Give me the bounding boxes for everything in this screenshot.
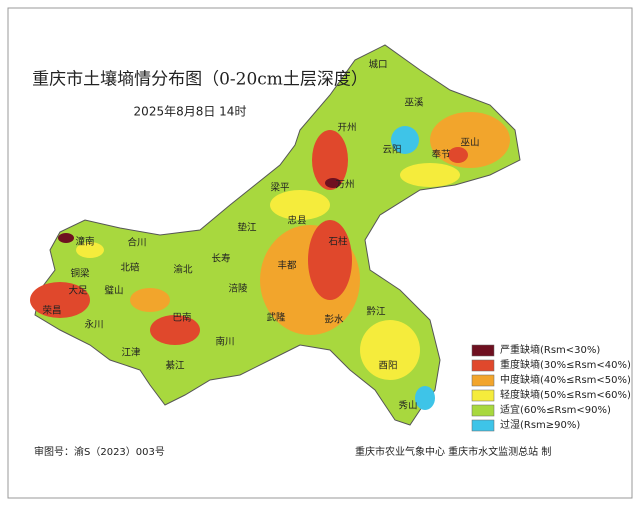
county-label: 永川 bbox=[84, 319, 103, 331]
legend-swatch bbox=[471, 359, 495, 372]
county-label: 垫江 bbox=[237, 222, 257, 234]
county-label: 大足 bbox=[68, 285, 88, 297]
county-label: 武隆 bbox=[266, 312, 286, 324]
county-label: 涪陵 bbox=[228, 283, 248, 295]
legend-swatch bbox=[471, 404, 495, 417]
county-label: 璧山 bbox=[104, 285, 123, 297]
county-label: 黔江 bbox=[366, 306, 386, 318]
legend-swatch bbox=[471, 374, 495, 387]
legend-label: 过湿(Rsm≥90%) bbox=[500, 418, 580, 431]
county-label: 北碚 bbox=[120, 262, 140, 274]
county-label: 城口 bbox=[368, 60, 387, 71]
county-label: 开州 bbox=[337, 123, 356, 134]
county-label: 合川 bbox=[127, 237, 146, 249]
county-label: 石柱 bbox=[328, 236, 348, 248]
county-label: 巫山 bbox=[460, 138, 479, 149]
county-label: 万州 bbox=[335, 180, 354, 191]
county-label: 秀山 bbox=[398, 400, 417, 412]
county-label: 铜梁 bbox=[70, 268, 90, 280]
legend-label: 适宜(60%≤Rsm<90%) bbox=[500, 403, 611, 416]
county-label: 彭水 bbox=[324, 314, 344, 326]
county-label: 江津 bbox=[121, 348, 141, 359]
county-label: 长寿 bbox=[211, 253, 230, 265]
legend-label: 重度缺墒(30%≤Rsm<40%) bbox=[500, 358, 631, 371]
legend-label: 中度缺墒(40%≤Rsm<50%) bbox=[500, 373, 631, 386]
producer: 重庆市农业气象中心 重庆市水文监测总站 制 bbox=[355, 445, 551, 458]
legend-swatch bbox=[471, 389, 495, 402]
legend-swatch bbox=[471, 419, 495, 432]
county-label: 巴南 bbox=[172, 312, 191, 324]
county-label: 綦江 bbox=[165, 360, 185, 372]
county-label: 南川 bbox=[215, 336, 234, 348]
county-label: 忠县 bbox=[287, 216, 306, 227]
county-label: 酉阳 bbox=[378, 361, 397, 372]
county-label: 巫溪 bbox=[404, 97, 424, 109]
county-label: 潼南 bbox=[75, 236, 94, 248]
county-label: 奉节 bbox=[431, 149, 450, 161]
legend-swatch bbox=[471, 344, 495, 357]
map-title: 重庆市土壤墒情分布图（0-20cm土层深度） bbox=[32, 69, 368, 90]
county-label: 云阳 bbox=[382, 145, 401, 156]
county-label: 梁平 bbox=[270, 182, 290, 194]
map-date: 2025年8月8日 14时 bbox=[134, 105, 247, 119]
county-label: 丰都 bbox=[277, 260, 297, 272]
county-label: 渝北 bbox=[173, 264, 193, 276]
county-label: 荣昌 bbox=[42, 305, 61, 317]
approval-number: 审图号：渝S（2023）003号 bbox=[34, 445, 165, 458]
legend-label: 轻度缺墒(50%≤Rsm<60%) bbox=[500, 388, 631, 401]
map-shape bbox=[30, 44, 521, 426]
legend-label: 严重缺墒(Rsm<30%) bbox=[500, 343, 600, 356]
